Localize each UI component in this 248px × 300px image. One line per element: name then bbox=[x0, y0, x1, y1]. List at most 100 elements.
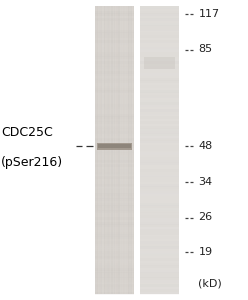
Bar bbox=[95, 244, 134, 247]
Bar bbox=[95, 179, 134, 182]
Bar bbox=[140, 292, 179, 295]
Bar bbox=[95, 263, 134, 266]
Bar bbox=[140, 25, 179, 28]
Bar bbox=[95, 23, 134, 26]
Bar bbox=[112, 6, 113, 294]
Bar bbox=[95, 143, 134, 146]
Text: 48: 48 bbox=[198, 141, 213, 152]
Bar bbox=[140, 61, 179, 64]
Bar bbox=[109, 6, 110, 294]
Bar bbox=[140, 28, 179, 31]
Bar bbox=[140, 95, 179, 98]
Bar bbox=[140, 196, 179, 199]
Bar bbox=[140, 32, 179, 35]
Bar bbox=[95, 232, 134, 235]
Bar bbox=[95, 136, 134, 139]
Bar bbox=[140, 272, 179, 275]
Bar bbox=[113, 6, 114, 294]
Bar bbox=[114, 6, 115, 294]
Bar bbox=[95, 246, 134, 249]
Bar bbox=[140, 85, 179, 88]
Text: (pSer216): (pSer216) bbox=[1, 156, 63, 170]
Bar bbox=[95, 119, 134, 122]
Bar bbox=[140, 184, 179, 187]
Bar bbox=[129, 6, 130, 294]
Bar bbox=[140, 224, 179, 227]
Bar bbox=[140, 215, 179, 218]
Bar bbox=[140, 116, 179, 119]
Bar bbox=[95, 97, 134, 100]
Bar bbox=[95, 248, 134, 251]
Bar bbox=[125, 6, 126, 294]
Bar bbox=[95, 95, 134, 98]
Bar bbox=[133, 6, 134, 294]
Bar bbox=[95, 8, 134, 11]
Bar bbox=[95, 275, 134, 278]
Bar bbox=[140, 6, 179, 9]
Bar bbox=[118, 6, 119, 294]
Bar bbox=[140, 121, 179, 124]
Bar bbox=[140, 126, 179, 129]
Bar bbox=[95, 222, 134, 225]
Bar bbox=[95, 215, 134, 218]
Bar bbox=[95, 124, 134, 127]
Bar bbox=[95, 162, 134, 165]
Bar bbox=[95, 150, 134, 153]
Bar bbox=[95, 148, 134, 151]
Bar bbox=[140, 59, 179, 62]
Bar bbox=[140, 109, 179, 112]
Bar bbox=[140, 148, 179, 151]
Bar bbox=[140, 203, 179, 206]
Bar bbox=[95, 188, 134, 191]
Bar bbox=[95, 260, 134, 263]
Bar bbox=[104, 6, 105, 294]
Bar bbox=[95, 164, 134, 167]
Bar bbox=[100, 6, 101, 294]
Bar bbox=[140, 265, 179, 268]
Bar bbox=[95, 167, 134, 170]
Bar bbox=[140, 217, 179, 220]
Bar bbox=[95, 241, 134, 244]
Bar bbox=[95, 152, 134, 155]
Bar bbox=[95, 100, 134, 103]
Bar bbox=[140, 13, 179, 16]
Bar bbox=[140, 114, 179, 117]
Bar bbox=[95, 155, 134, 158]
Bar bbox=[140, 179, 179, 182]
Bar bbox=[95, 109, 134, 112]
Bar bbox=[95, 78, 134, 81]
Bar bbox=[140, 186, 179, 189]
Bar bbox=[95, 18, 134, 21]
Bar bbox=[98, 144, 131, 148]
Bar bbox=[140, 49, 179, 52]
Bar bbox=[95, 20, 134, 23]
Bar bbox=[140, 124, 179, 127]
Bar bbox=[140, 205, 179, 208]
Bar bbox=[95, 157, 134, 160]
Bar bbox=[140, 133, 179, 136]
Bar bbox=[95, 191, 134, 194]
Bar bbox=[95, 88, 134, 91]
Bar bbox=[140, 270, 179, 273]
Bar bbox=[140, 275, 179, 278]
Bar bbox=[140, 260, 179, 263]
Bar bbox=[95, 59, 134, 62]
Bar bbox=[140, 102, 179, 105]
Bar bbox=[140, 150, 179, 153]
Bar bbox=[140, 232, 179, 235]
Bar bbox=[95, 198, 134, 201]
Bar bbox=[140, 104, 179, 107]
Bar bbox=[95, 13, 134, 16]
Bar bbox=[95, 102, 134, 105]
Bar bbox=[95, 217, 134, 220]
Bar bbox=[140, 164, 179, 167]
Bar bbox=[130, 6, 131, 294]
Bar bbox=[95, 196, 134, 199]
Bar bbox=[95, 181, 134, 184]
Bar bbox=[121, 6, 122, 294]
Bar bbox=[140, 64, 179, 67]
Bar bbox=[95, 42, 134, 45]
Bar bbox=[140, 11, 179, 14]
Bar bbox=[140, 73, 179, 76]
Bar bbox=[140, 112, 179, 115]
